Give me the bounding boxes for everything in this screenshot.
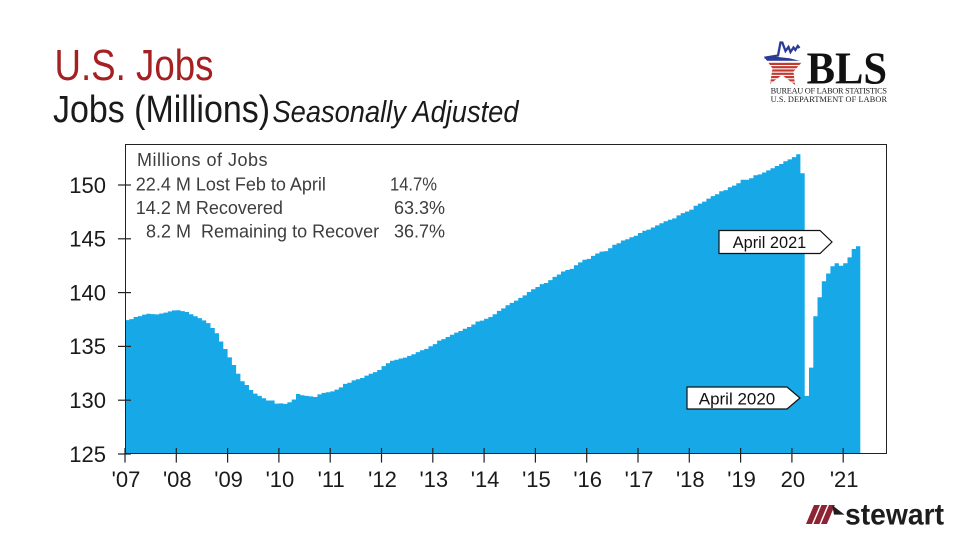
svg-text:'12: '12	[368, 467, 397, 492]
svg-text:Jobs (Millions): Jobs (Millions)	[53, 89, 270, 131]
svg-text:14.7%: 14.7%	[390, 175, 437, 195]
svg-text:22.4 M Lost Feb to April: 22.4 M Lost Feb to April	[136, 175, 326, 195]
svg-text:20: 20	[781, 467, 805, 492]
svg-text:U.S. DEPARTMENT OF LABOR: U.S. DEPARTMENT OF LABOR	[771, 95, 888, 104]
svg-text:BUREAU OF LABOR STATISTICS: BUREAU OF LABOR STATISTICS	[771, 87, 888, 96]
svg-text:63.3%: 63.3%	[394, 198, 445, 218]
svg-text:'19: '19	[727, 467, 756, 492]
svg-text:'21: '21	[830, 467, 859, 492]
svg-text:150: 150	[69, 173, 106, 198]
svg-text:'10: '10	[266, 467, 295, 492]
svg-text:8.2 M Remaining to Recover: 8.2 M Remaining to Recover	[146, 222, 379, 242]
svg-text:14.2 M Recovered: 14.2 M Recovered	[136, 198, 283, 218]
svg-text:130: 130	[69, 388, 106, 413]
svg-text:36.7%: 36.7%	[394, 222, 445, 242]
svg-text:'14: '14	[471, 467, 500, 492]
svg-text:Seasonally Adjusted: Seasonally Adjusted	[273, 94, 521, 129]
svg-text:stewart: stewart	[845, 498, 944, 531]
svg-text:'11: '11	[318, 467, 345, 492]
svg-text:125: 125	[69, 442, 106, 467]
svg-text:'07: '07	[112, 467, 141, 492]
svg-text:'13: '13	[419, 467, 448, 492]
svg-text:April 2021: April 2021	[733, 234, 807, 252]
svg-text:'09: '09	[214, 467, 243, 492]
svg-text:'15: '15	[522, 467, 551, 492]
svg-text:145: 145	[69, 227, 106, 252]
svg-text:'16: '16	[573, 467, 602, 492]
svg-text:April 2020: April 2020	[699, 391, 776, 409]
svg-text:'17: '17	[625, 467, 654, 492]
svg-text:140: 140	[69, 280, 106, 305]
svg-text:U.S. Jobs: U.S. Jobs	[55, 41, 214, 90]
svg-text:'08: '08	[163, 467, 192, 492]
svg-text:BLS: BLS	[807, 42, 888, 93]
svg-text:'18: '18	[676, 467, 705, 492]
svg-text:Millions of Jobs: Millions of Jobs	[137, 150, 268, 170]
svg-text:135: 135	[69, 334, 106, 359]
